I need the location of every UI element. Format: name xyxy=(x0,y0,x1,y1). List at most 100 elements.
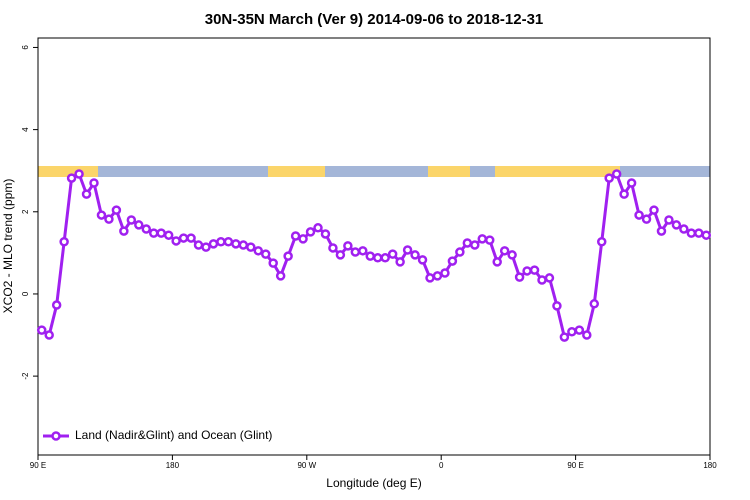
data-point xyxy=(358,246,368,256)
data-point xyxy=(492,257,502,267)
data-point xyxy=(514,272,525,282)
data-point xyxy=(74,169,84,179)
x-tick-label: 90 E xyxy=(567,461,583,470)
data-point xyxy=(201,242,211,252)
data-point xyxy=(51,300,62,310)
chart-title: 30N-35N March (Ver 9) 2014-09-06 to 2018… xyxy=(205,11,544,28)
data-point xyxy=(350,247,361,257)
data-point xyxy=(440,268,450,278)
y-tick-label: 0 xyxy=(21,291,30,296)
data-point xyxy=(641,214,652,224)
plot-frame xyxy=(37,37,711,456)
data-point xyxy=(208,239,219,249)
data-point xyxy=(447,256,458,266)
data-point xyxy=(410,250,420,260)
data-point xyxy=(268,258,278,268)
data-point xyxy=(328,243,338,253)
data-point xyxy=(89,178,99,188)
data-point xyxy=(36,325,47,335)
y-tick-label: -2 xyxy=(21,372,30,380)
data-point xyxy=(455,247,465,257)
data-point xyxy=(193,240,204,250)
data-point xyxy=(425,273,435,283)
data-point xyxy=(582,330,592,340)
x-tick-label: 180 xyxy=(166,461,180,470)
data-point xyxy=(626,178,637,188)
data-point xyxy=(589,299,600,309)
data-point xyxy=(163,230,174,240)
data-point xyxy=(484,235,495,245)
data-point xyxy=(544,273,555,283)
y-tick-label: 4 xyxy=(21,127,30,132)
data-point xyxy=(567,326,577,337)
data-point xyxy=(156,228,166,238)
data-point xyxy=(260,249,271,259)
x-axis-label: Longitude (deg E) xyxy=(326,476,421,490)
data-point xyxy=(126,215,137,225)
y-tick-label: 6 xyxy=(21,45,30,50)
data-point xyxy=(111,205,122,215)
data-point xyxy=(275,271,286,281)
x-tick-label: 90 E xyxy=(30,461,46,470)
data-point xyxy=(574,325,585,335)
data-point xyxy=(649,205,659,215)
data-point xyxy=(148,228,159,238)
data-point xyxy=(298,234,308,244)
x-tick-label: 180 xyxy=(703,461,717,470)
data-point xyxy=(529,265,540,275)
data-point xyxy=(343,241,353,251)
data-point xyxy=(395,257,405,267)
legend-marker xyxy=(51,431,61,441)
data-point xyxy=(246,242,256,252)
data-point xyxy=(701,230,712,240)
x-tick-label: 90 W xyxy=(297,461,316,470)
data-point xyxy=(134,220,144,230)
data-point xyxy=(104,214,114,224)
data-point xyxy=(694,228,704,238)
data-point xyxy=(320,229,331,239)
data-point xyxy=(171,236,181,246)
data-point xyxy=(417,255,428,265)
data-point xyxy=(238,240,249,250)
data-point xyxy=(231,239,241,249)
data-point xyxy=(499,246,510,256)
data-point xyxy=(477,234,488,244)
data-point xyxy=(634,210,644,220)
data-point xyxy=(283,251,293,261)
data-point xyxy=(186,233,196,243)
data-point xyxy=(619,189,629,199)
data-point xyxy=(59,237,69,247)
data-point xyxy=(552,301,562,311)
data-point xyxy=(223,237,234,247)
data-point xyxy=(365,251,376,261)
data-point xyxy=(253,246,264,256)
legend-label: Land (Nadir&Glint) and Ocean (Glint) xyxy=(75,428,272,442)
data-point xyxy=(537,275,547,285)
land-ocean-strip xyxy=(38,166,710,177)
data-point xyxy=(604,173,614,183)
data-point xyxy=(462,238,473,248)
data-point xyxy=(96,210,107,220)
data-point xyxy=(335,250,346,260)
data-point xyxy=(372,253,383,263)
data-point xyxy=(686,228,697,238)
data-point xyxy=(178,233,189,243)
data-point xyxy=(402,245,413,255)
data-point xyxy=(432,271,443,281)
data-point xyxy=(679,224,689,234)
data-point xyxy=(313,223,323,233)
data-point xyxy=(66,173,77,183)
y-tick-label: 2 xyxy=(21,209,30,214)
data-point xyxy=(216,237,226,247)
data-point xyxy=(305,227,316,237)
data-point xyxy=(387,249,398,259)
data-point xyxy=(470,240,480,250)
x-tick-label: 0 xyxy=(439,461,444,470)
data-point xyxy=(522,266,532,276)
data-point xyxy=(290,231,301,241)
data-point xyxy=(141,224,152,234)
data-point xyxy=(671,220,682,230)
data-point xyxy=(611,169,622,179)
data-point xyxy=(44,330,54,340)
